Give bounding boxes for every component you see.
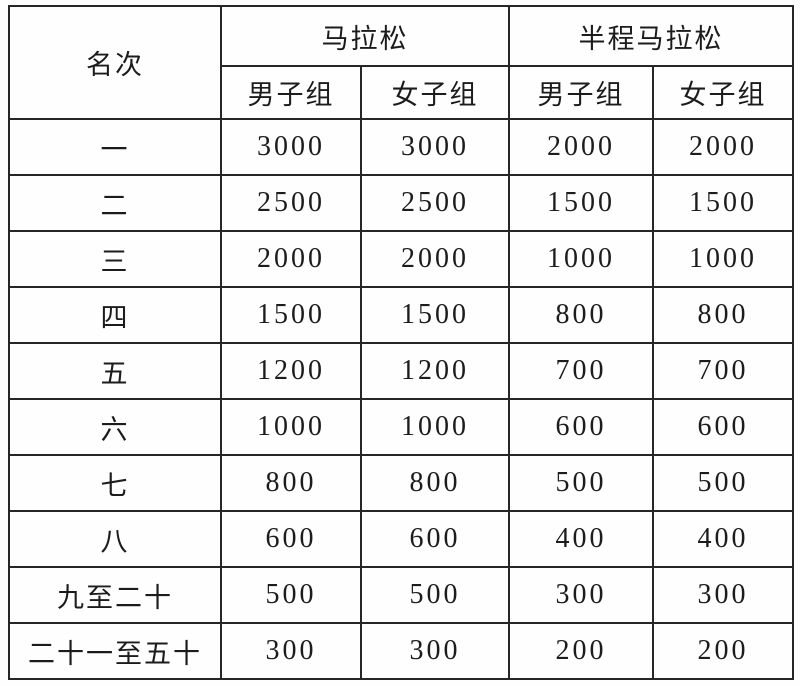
subheader-marathon-women: 女子组 [360,65,510,120]
rank-cell: 二十一至五十 [8,622,222,680]
table-row: 七 800 800 500 500 [8,454,794,512]
table-row: 四 1500 1500 800 800 [8,286,794,344]
table-row: 一 3000 3000 2000 2000 [8,118,794,176]
rank-cell: 七 [8,454,222,512]
subheader-half-men: 男子组 [508,65,654,120]
rank-cell: 二 [8,174,222,232]
rank-cell: 四 [8,286,222,344]
value-cell: 700 [652,342,794,400]
prize-money-table: 名次 马拉松 半程马拉松 男子组 女子组 男子组 女子组 一 3000 3000… [8,5,794,680]
subheader-marathon-men: 男子组 [220,65,362,120]
table-row: 九至二十 500 500 300 300 [8,566,794,624]
value-cell: 300 [220,622,362,680]
value-cell: 800 [220,454,362,512]
rank-cell: 一 [8,118,222,176]
value-cell: 200 [652,622,794,680]
value-cell: 1500 [220,286,362,344]
rank-cell: 五 [8,342,222,400]
value-cell: 1200 [220,342,362,400]
value-cell: 2500 [360,174,510,232]
value-cell: 600 [508,398,654,456]
value-cell: 500 [220,566,362,624]
value-cell: 1000 [508,230,654,288]
value-cell: 1500 [652,174,794,232]
value-cell: 700 [508,342,654,400]
value-cell: 3000 [360,118,510,176]
value-cell: 1500 [360,286,510,344]
rank-column-header: 名次 [8,5,222,120]
value-cell: 600 [220,510,362,568]
value-cell: 2500 [220,174,362,232]
value-cell: 300 [652,566,794,624]
value-cell: 1000 [652,230,794,288]
header-row-subgroups: 男子组 女子组 男子组 女子组 [9,65,794,120]
group-header-marathon: 马拉松 [220,5,510,67]
table-row: 三 2000 2000 1000 1000 [8,230,794,288]
rank-cell: 九至二十 [8,566,222,624]
value-cell: 300 [360,622,510,680]
value-cell: 1000 [220,398,362,456]
value-cell: 300 [508,566,654,624]
value-cell: 3000 [220,118,362,176]
value-cell: 800 [508,286,654,344]
table-row: 五 1200 1200 700 700 [8,342,794,400]
table-row: 六 1000 1000 600 600 [8,398,794,456]
value-cell: 2000 [652,118,794,176]
rank-cell: 八 [8,510,222,568]
subheader-half-women: 女子组 [652,65,794,120]
value-cell: 800 [652,286,794,344]
table-row: 二 2500 2500 1500 1500 [8,174,794,232]
value-cell: 2000 [508,118,654,176]
value-cell: 600 [360,510,510,568]
group-header-half-marathon: 半程马拉松 [508,5,794,67]
value-cell: 2000 [360,230,510,288]
header-row-groups: 名次 马拉松 半程马拉松 [8,5,794,120]
value-cell: 400 [652,510,794,568]
rank-cell: 六 [8,398,222,456]
table-row: 二十一至五十 300 300 200 200 [8,622,794,680]
value-cell: 200 [508,622,654,680]
value-cell: 800 [360,454,510,512]
value-cell: 500 [360,566,510,624]
value-cell: 1000 [360,398,510,456]
value-cell: 500 [652,454,794,512]
value-cell: 2000 [220,230,362,288]
rank-cell: 三 [8,230,222,288]
value-cell: 1200 [360,342,510,400]
value-cell: 400 [508,510,654,568]
value-cell: 500 [508,454,654,512]
value-cell: 600 [652,398,794,456]
table-row: 八 600 600 400 400 [8,510,794,568]
value-cell: 1500 [508,174,654,232]
